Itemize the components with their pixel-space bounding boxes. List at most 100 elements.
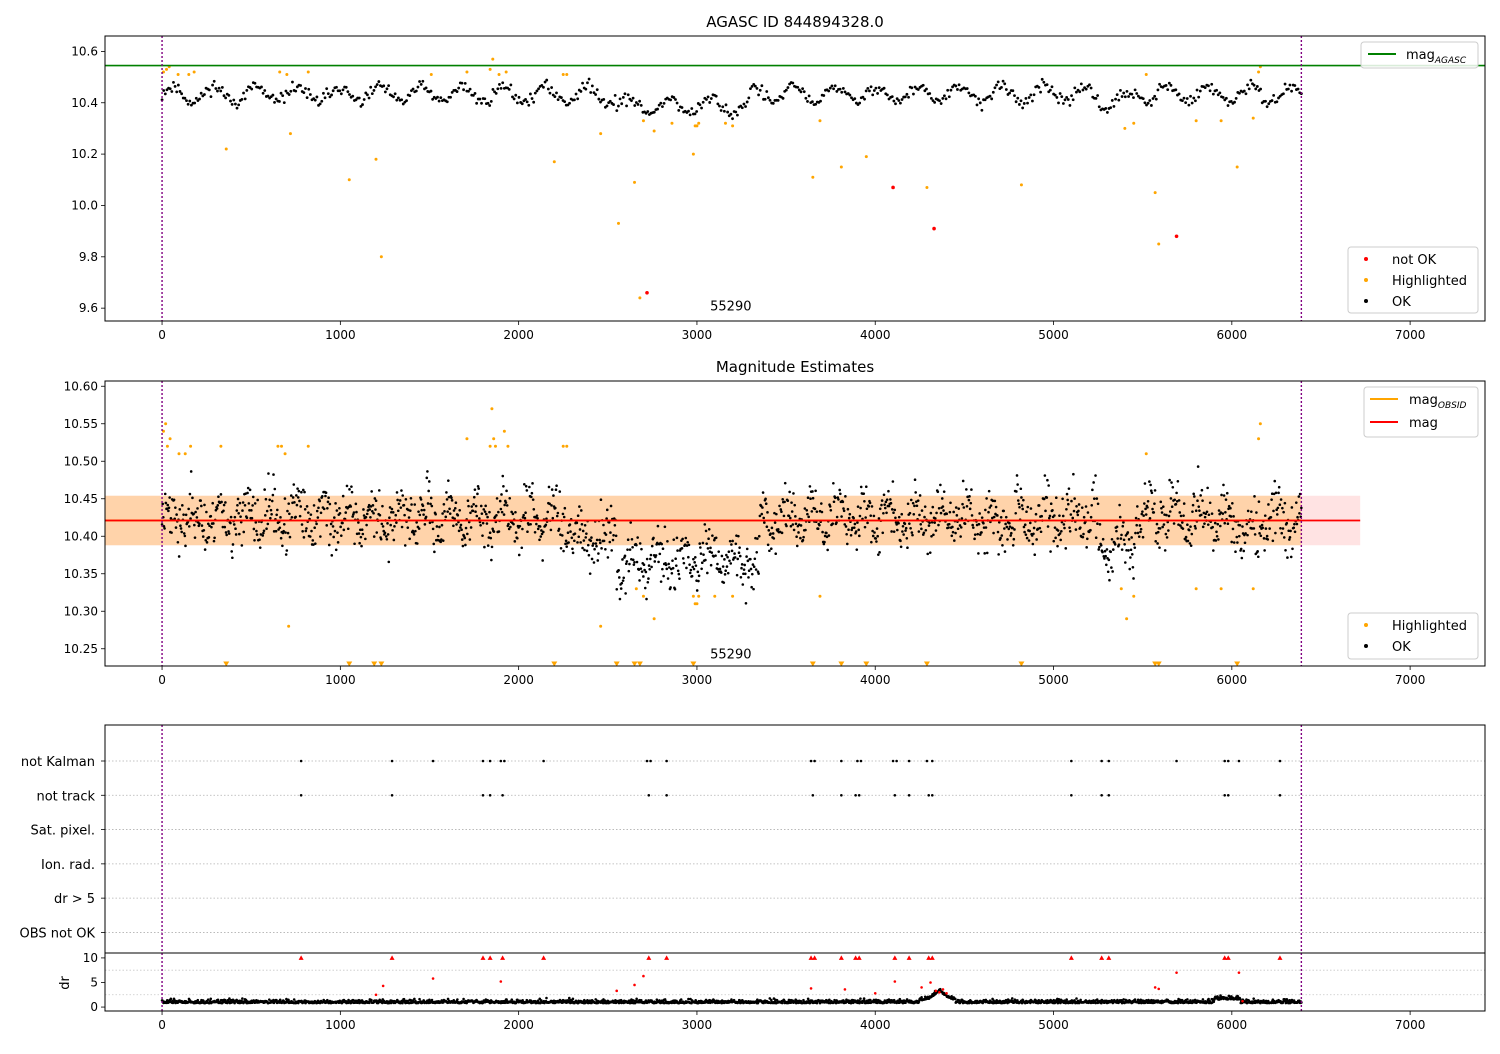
ok-point-392 (800, 90, 803, 93)
ok-point-294 (640, 104, 643, 107)
ok-point-609 (1153, 95, 1156, 98)
estimate-point-283 (340, 534, 343, 537)
estimate-point-425 (430, 497, 433, 500)
estimate-highlighted-point-8 (276, 445, 279, 448)
estimate-point-848 (698, 574, 701, 577)
highlighted-point-18 (498, 73, 501, 76)
estimate-point-661 (579, 541, 582, 544)
estimate-point-55 (196, 516, 199, 519)
ok-point-644 (1210, 83, 1213, 86)
estimate-point-1195 (918, 530, 921, 533)
estimate-point-1507 (1115, 530, 1118, 533)
estimate-point-1488 (1103, 557, 1106, 560)
ok-point-44 (232, 99, 235, 102)
ok-point-422 (848, 94, 851, 97)
estimate-point-1291 (978, 512, 981, 515)
estimate-point-170 (268, 498, 271, 501)
estimate-point-492 (472, 503, 475, 506)
estimate-point-1187 (912, 513, 915, 516)
estimate-point-464 (455, 501, 458, 504)
estimate-point-1538 (1135, 517, 1138, 520)
estimate-point-754 (638, 579, 641, 582)
estimate-point-1577 (1159, 501, 1162, 504)
panel-estimates-title: Magnitude Estimates (716, 358, 874, 376)
estimate-point-1525 (1127, 531, 1130, 534)
flags-frame (105, 725, 1485, 953)
estimate-point-215 (297, 496, 300, 499)
ok-point-513 (997, 81, 1000, 84)
estimate-point-1305 (987, 511, 990, 514)
estimate-point-1606 (1178, 499, 1181, 502)
dr-point-404 (370, 999, 373, 1002)
estimate-point-1349 (1015, 490, 1018, 493)
flag-mark-row5-10 (665, 760, 668, 763)
estimate-point-51 (193, 524, 196, 527)
estimate-point-658 (577, 535, 580, 538)
ok-point-177 (449, 96, 452, 99)
ok-point-460 (910, 86, 913, 89)
estimate-point-1541 (1137, 532, 1140, 535)
estimate-point-496 (475, 505, 478, 508)
estimate-point-1140 (883, 493, 886, 496)
estimate-point-508 (482, 508, 485, 511)
ok-point-636 (1197, 96, 1200, 99)
estimate-highlighted-point-29 (697, 595, 700, 598)
estimate-point-1324 (999, 537, 1002, 540)
ok-point-540 (1041, 78, 1044, 81)
ok-point-495 (967, 91, 970, 94)
estimate-point-30 (180, 527, 183, 530)
ok-point-356 (741, 106, 744, 109)
ok-point-457 (906, 93, 909, 96)
estimate-highlighted-point-19 (506, 445, 509, 448)
estimate-point-1348 (1014, 512, 1017, 515)
estimate-point-260 (325, 524, 328, 527)
highlighted-point-14 (430, 73, 433, 76)
estimate-point-862 (707, 547, 710, 550)
estimate-point-134 (246, 517, 249, 520)
estimate-point-318 (362, 508, 365, 511)
estimate-point-162 (263, 488, 266, 491)
estimate-point-979 (781, 532, 784, 535)
estimate-point-833 (688, 563, 691, 566)
estimate-point-471 (459, 526, 462, 529)
estimate-point-37 (184, 545, 187, 548)
highlighted-point-20 (553, 160, 556, 163)
highlighted-point-17 (491, 58, 494, 61)
estimate-point-622 (555, 488, 558, 491)
ok-point-85 (299, 84, 302, 87)
estimate-point-847 (697, 580, 700, 583)
estimate-point-858 (704, 559, 707, 562)
estimate-point-1271 (966, 505, 969, 508)
estimate-point-282 (339, 526, 342, 529)
estimate-point-1170 (902, 525, 905, 528)
estimate-point-390 (408, 516, 411, 519)
ok-point-214 (509, 84, 512, 87)
estimate-point-1233 (942, 505, 945, 508)
estimate-point-1192 (916, 504, 919, 507)
estimate-point-1556 (1146, 506, 1149, 509)
estimate-point-1153 (891, 508, 894, 511)
estimate-point-1769 (1281, 507, 1284, 510)
estimate-point-1768 (1280, 532, 1283, 535)
estimate-point-617 (551, 517, 554, 520)
estimate-point-1582 (1163, 523, 1166, 526)
estimate-point-707 (608, 541, 611, 544)
estimate-point-182 (276, 509, 279, 512)
estimate-point-896 (728, 559, 731, 562)
estimate-point-180 (275, 530, 278, 533)
ok-point-156 (415, 90, 418, 93)
ok-point-346 (725, 103, 728, 106)
estimate-point-1536 (1133, 546, 1136, 549)
ok-point-458 (907, 96, 910, 99)
estimate-point-1330 (1003, 527, 1006, 530)
estimate-point-142 (251, 517, 254, 520)
estimate-point-1315 (994, 500, 997, 503)
estimate-point-1725 (1253, 495, 1256, 498)
estimate-point-1261 (959, 535, 962, 538)
estimate-point-1546 (1140, 528, 1143, 531)
estimate-point-127 (241, 509, 244, 512)
estimate-point-518 (489, 531, 492, 534)
estimate-point-1080 (845, 525, 848, 528)
ok-point-37 (221, 86, 224, 89)
